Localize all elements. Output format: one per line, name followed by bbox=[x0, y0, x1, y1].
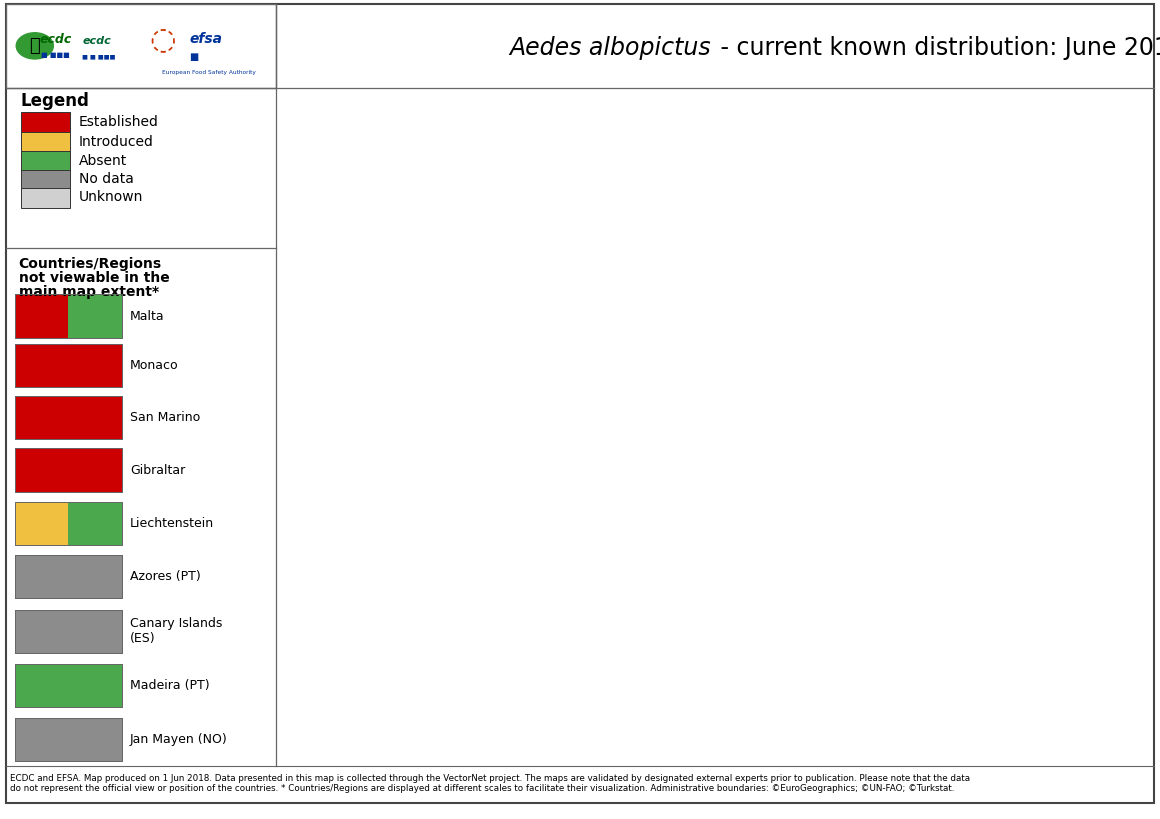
Bar bbox=[15, 609, 122, 654]
Text: No data: No data bbox=[79, 172, 133, 187]
Text: Countries/Regions: Countries/Regions bbox=[19, 256, 161, 271]
Bar bbox=[15, 555, 122, 598]
Bar bbox=[68, 501, 122, 545]
Bar bbox=[15, 609, 122, 654]
Bar bbox=[15, 663, 122, 707]
Bar bbox=[15, 449, 122, 491]
Text: Liechtenstein: Liechtenstein bbox=[130, 517, 215, 530]
Circle shape bbox=[16, 33, 53, 59]
Bar bbox=[6, 4, 276, 88]
Text: Canary Islands
(ES): Canary Islands (ES) bbox=[130, 618, 223, 645]
Bar bbox=[15, 501, 122, 545]
Bar bbox=[21, 170, 70, 190]
Text: ■ ■ ■■■: ■ ■ ■■■ bbox=[82, 55, 116, 60]
Text: ECDC and EFSA. Map produced on 1 Jun 2018. Data presented in this map is collect: ECDC and EFSA. Map produced on 1 Jun 201… bbox=[10, 774, 971, 794]
Bar bbox=[15, 294, 122, 337]
Text: not viewable in the: not viewable in the bbox=[19, 270, 169, 285]
Bar bbox=[15, 449, 122, 491]
Text: Gibraltar: Gibraltar bbox=[130, 464, 186, 477]
Bar bbox=[15, 717, 122, 762]
Text: Jan Mayen (NO): Jan Mayen (NO) bbox=[130, 733, 227, 746]
Bar bbox=[15, 717, 122, 762]
Bar bbox=[15, 294, 122, 337]
Text: Monaco: Monaco bbox=[130, 359, 179, 372]
Bar bbox=[15, 555, 122, 598]
Text: ◌: ◌ bbox=[150, 25, 175, 54]
Bar bbox=[15, 555, 122, 598]
Text: Madeira (PT): Madeira (PT) bbox=[130, 679, 210, 692]
Bar bbox=[21, 132, 70, 152]
Text: [Map error: No module named 'cartopy']: [Map error: No module named 'cartopy'] bbox=[574, 420, 855, 435]
Bar bbox=[15, 717, 122, 762]
Bar bbox=[15, 609, 122, 654]
Bar bbox=[15, 343, 122, 387]
Text: Aedes albopictus: Aedes albopictus bbox=[509, 36, 711, 61]
Bar bbox=[15, 663, 122, 707]
Bar bbox=[21, 112, 70, 133]
Bar bbox=[15, 343, 122, 387]
Text: Legend: Legend bbox=[21, 92, 89, 110]
Text: San Marino: San Marino bbox=[130, 411, 201, 424]
Bar bbox=[21, 188, 70, 208]
Text: Absent: Absent bbox=[79, 153, 128, 168]
Bar bbox=[15, 396, 122, 439]
Text: efsa: efsa bbox=[189, 32, 222, 47]
Bar bbox=[15, 501, 68, 545]
Bar bbox=[15, 343, 122, 387]
Text: Unknown: Unknown bbox=[79, 190, 143, 205]
Bar bbox=[15, 396, 122, 439]
Text: Introduced: Introduced bbox=[79, 134, 154, 149]
Text: 🌐: 🌐 bbox=[29, 37, 41, 55]
Text: ecdc: ecdc bbox=[39, 33, 72, 46]
Text: European Food Safety Authority: European Food Safety Authority bbox=[162, 70, 256, 75]
Bar bbox=[15, 663, 122, 707]
Text: - current known distribution: June 2018: - current known distribution: June 2018 bbox=[713, 36, 1160, 61]
Text: Azores (PT): Azores (PT) bbox=[130, 570, 201, 583]
Bar bbox=[68, 294, 122, 337]
Text: Established: Established bbox=[79, 115, 159, 129]
Bar bbox=[15, 396, 122, 439]
Bar bbox=[15, 449, 122, 491]
Bar bbox=[15, 294, 68, 337]
Bar bbox=[15, 501, 122, 545]
Text: Malta: Malta bbox=[130, 310, 165, 323]
Text: ecdc: ecdc bbox=[82, 36, 111, 46]
Text: ■ ■■■: ■ ■■■ bbox=[42, 52, 70, 58]
Bar bbox=[21, 151, 70, 171]
Text: main map extent*: main map extent* bbox=[19, 285, 159, 300]
Text: ■: ■ bbox=[189, 52, 198, 62]
